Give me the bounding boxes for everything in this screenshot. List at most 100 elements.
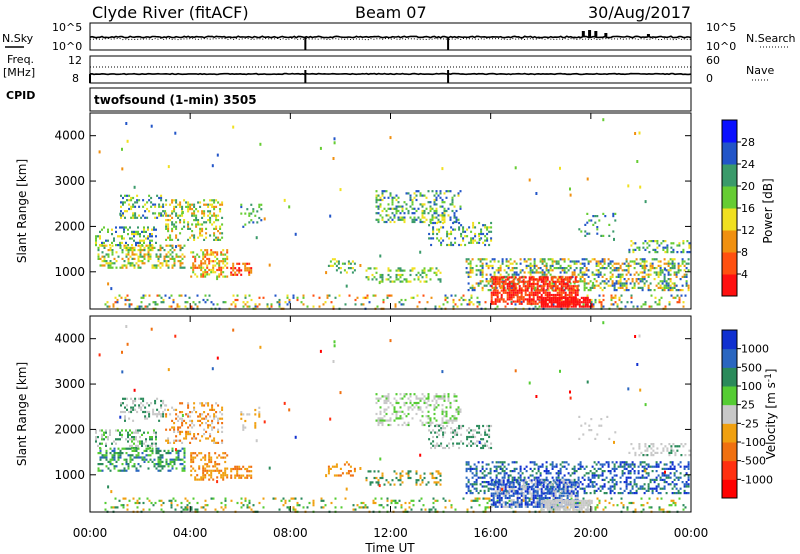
data-cell [648, 305, 651, 308]
data-cell [456, 305, 459, 308]
data-cell [657, 260, 660, 263]
noise-spikes [304, 30, 650, 50]
data-cell [409, 269, 412, 272]
data-cell [382, 298, 385, 302]
data-cell [104, 303, 107, 306]
data-cell [230, 476, 233, 479]
data-cell [546, 285, 549, 288]
data-cell [481, 258, 484, 261]
data-cell [145, 237, 147, 240]
data-cell [113, 440, 115, 443]
data-cell [479, 470, 482, 473]
data-cell [486, 228, 489, 231]
data-cell [575, 286, 578, 289]
data-cell [506, 285, 509, 288]
data-cell [660, 242, 663, 245]
data-cell [475, 273, 478, 276]
data-cell [478, 504, 481, 507]
data-cell [204, 463, 207, 466]
data-cell [602, 234, 605, 237]
data-cell [545, 465, 548, 468]
data-cell [641, 278, 644, 281]
data-cell [649, 264, 652, 267]
data-cell [564, 287, 567, 290]
data-cell [468, 442, 471, 445]
data-cell [608, 223, 611, 226]
data-cell [181, 467, 184, 470]
data-cell [186, 504, 189, 507]
data-cell [174, 508, 177, 511]
data-cell [529, 467, 532, 470]
data-cell [222, 478, 225, 481]
data-cell [518, 291, 521, 294]
data-cell [411, 417, 414, 420]
data-cell [430, 442, 433, 445]
data-cell [682, 305, 685, 308]
data-cell [575, 470, 578, 473]
data-cell [646, 501, 649, 505]
data-cell [679, 269, 682, 272]
data-cell [143, 458, 146, 461]
data-cell [379, 410, 382, 413]
data-cell [415, 481, 418, 484]
data-cell [183, 460, 186, 463]
data-cell [484, 235, 487, 238]
data-cell [125, 458, 128, 461]
data-cell [495, 476, 498, 479]
data-cell [441, 201, 444, 204]
data-cell [224, 253, 227, 256]
data-cell [636, 160, 639, 163]
data-cell [659, 269, 662, 272]
data-cell [213, 208, 216, 211]
data-cell [254, 422, 257, 425]
data-cell [435, 419, 438, 422]
data-cell [497, 465, 500, 468]
data-cell [143, 255, 146, 258]
data-cell [549, 269, 552, 272]
data-cell [536, 497, 539, 500]
data-cell [515, 478, 518, 481]
data-cell [548, 298, 551, 302]
data-cell [486, 424, 489, 428]
data-cell [95, 440, 97, 443]
data-cell [522, 280, 525, 283]
data-cell [515, 481, 518, 484]
freq-right-top: 60 [706, 54, 720, 67]
data-cell [202, 474, 205, 477]
data-cell [603, 483, 606, 486]
data-cell [654, 251, 657, 254]
data-cell [160, 214, 163, 217]
data-cell [125, 429, 127, 432]
data-cell [518, 289, 521, 292]
data-cell [165, 460, 168, 463]
data-cell [217, 419, 220, 422]
data-cell [222, 474, 225, 477]
data-cell [151, 449, 154, 452]
data-cell [359, 264, 362, 267]
data-cell [318, 296, 321, 299]
data-cell [216, 257, 219, 261]
data-cell [240, 411, 243, 414]
data-cell [644, 248, 647, 251]
data-cell [651, 267, 654, 270]
data-cell [211, 439, 214, 442]
data-cell [435, 192, 438, 195]
data-cell [508, 296, 511, 299]
data-cell [372, 499, 375, 502]
data-cell [371, 481, 374, 484]
data-cell [556, 287, 559, 290]
data-cell [248, 501, 251, 505]
data-cell [633, 273, 636, 276]
data-cell [124, 397, 126, 400]
data-cell [562, 285, 565, 288]
data-cell [500, 280, 503, 283]
data-cell [421, 194, 424, 197]
data-cell [210, 271, 213, 274]
data-cell [425, 196, 428, 199]
data-cell [155, 266, 158, 269]
data-cell [532, 302, 535, 305]
data-cell [167, 230, 170, 233]
data-cell [576, 289, 579, 292]
data-cell [206, 249, 209, 252]
data-cell [146, 216, 149, 219]
